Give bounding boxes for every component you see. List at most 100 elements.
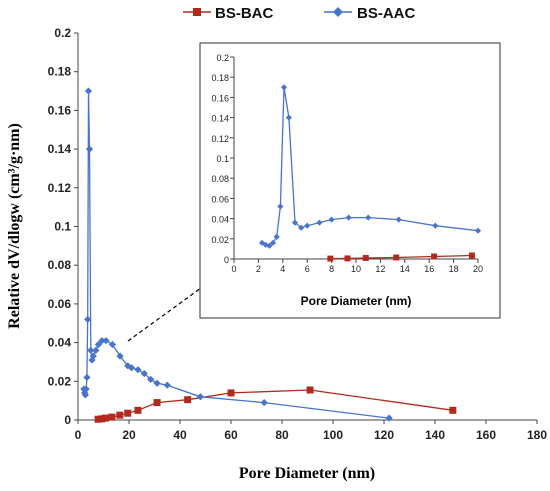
main-x-tick-label: 120 (374, 428, 394, 442)
inset-y-tick-label: 0.2 (216, 53, 229, 63)
main-point-bs-bac (116, 411, 124, 419)
main-point-bs-bac (306, 386, 314, 394)
inset-point-bs-aac (269, 239, 277, 246)
main-x-ticks: 0 20 40 60 80 100 120 140 160 180 (75, 420, 547, 442)
inset-point-bs-aac (285, 114, 292, 121)
inset-y-tick-label: 0.04 (211, 215, 229, 225)
main-point-bs-aac (85, 145, 94, 153)
inset-x-tick-label: 18 (449, 264, 459, 274)
inset-point-bs-aac (316, 219, 323, 226)
main-point-bs-bac (449, 406, 457, 414)
main-x-tick-label: 60 (224, 428, 238, 442)
inset-point-bs-bac (431, 253, 438, 260)
inset-plot: 0 2 4 6 8 10 12 14 16 18 20 0 0.02 0.04 0.06 0.08 0.1 0.… (199, 42, 501, 319)
inset-point-bs-aac (328, 216, 335, 223)
main-point-bs-aac (84, 315, 92, 323)
legend-label-bs-aac: BS-AAC (357, 5, 415, 22)
main-point-bs-aac (94, 340, 102, 349)
main-point-bs-aac (88, 356, 96, 364)
main-point-bs-aac (140, 369, 148, 378)
main-point-bs-aac (81, 391, 89, 399)
inset-point-bs-bac (468, 252, 475, 259)
inset-point-bs-aac (432, 222, 439, 229)
main-point-bs-aac (87, 346, 95, 354)
main-y-tick-label: 0.16 (48, 103, 72, 117)
main-series (80, 87, 457, 423)
main-point-bs-bac (98, 415, 106, 423)
main-y-tick-label: 0.2 (54, 26, 71, 40)
inset-y-tick-label: 0.02 (211, 235, 229, 245)
inset-y-tick-label: 0.18 (211, 73, 229, 83)
main-x-tick-label: 0 (75, 428, 82, 442)
main-point-bs-aac (163, 381, 171, 389)
inset-point-bs-aac (291, 219, 299, 226)
inset-point-bs-aac (474, 227, 482, 234)
inset-point-bs-aac (277, 203, 284, 210)
main-point-bs-bac (94, 415, 102, 423)
inset-point-bs-aac (273, 233, 280, 240)
inset-y-tick-label: 0.1 (216, 154, 229, 164)
main-point-bs-aac (134, 366, 142, 374)
main-y-tick-label: 0.1 (54, 220, 71, 234)
inset-frame (199, 42, 501, 319)
main-x-tick-label: 40 (173, 428, 187, 442)
main-y-tick-label: 0.18 (48, 65, 72, 79)
main-point-bs-aac (108, 340, 117, 349)
main-y-tick-label: 0.14 (48, 142, 72, 156)
inset-x-tick-label: 12 (375, 264, 385, 274)
inset-point-bs-bac (344, 255, 351, 262)
main-point-bs-aac (82, 385, 90, 393)
main-y-tick-label: 0.12 (48, 181, 72, 195)
inset-x-axis-title: Pore Diameter (nm) (301, 294, 412, 308)
main-point-bs-bac (108, 413, 116, 421)
inset-x-ticks: 0 2 4 6 8 10 12 14 16 18 20 (231, 259, 483, 274)
inset-x-tick-label: 8 (329, 264, 334, 274)
inset-x-tick-label: 6 (305, 264, 310, 274)
main-x-tick-label: 180 (527, 428, 547, 442)
main-y-tick-label: 0.08 (48, 258, 72, 272)
main-y-axis-title: Relative dV/dlogw (cm³/g·nm) (6, 123, 23, 329)
main-point-bs-aac (98, 337, 106, 345)
main-point-bs-aac (153, 379, 161, 387)
inset-point-bs-aac (365, 214, 372, 221)
inset-point-bs-aac (266, 242, 273, 249)
main-y-tick-label: 0.06 (48, 297, 72, 311)
legend-item-bs-bac: BS-BAC (183, 5, 273, 22)
main-point-bs-aac (260, 398, 268, 407)
main-point-bs-aac (147, 375, 155, 383)
main-y-tick-label: 0 (64, 413, 71, 427)
inset-point-bs-bac (327, 255, 334, 262)
main-point-bs-aac (92, 346, 100, 354)
main-point-bs-bac (124, 409, 132, 417)
main-x-tick-label: 140 (425, 428, 445, 442)
main-point-bs-bac (153, 399, 161, 407)
inset-x-tick-label: 0 (231, 264, 236, 274)
inset-y-tick-label: 0.12 (211, 134, 229, 144)
inset-y-tick-label: 0.14 (211, 114, 229, 124)
inset-x-tick-label: 4 (280, 264, 285, 274)
main-point-bs-bac (227, 389, 235, 397)
legend-marker-bs-bac (193, 8, 201, 16)
inset-y-tick-label: 0.06 (211, 194, 229, 204)
inset-point-bs-aac (345, 214, 352, 221)
main-y-tick-label: 0.02 (48, 374, 72, 388)
legend-item-bs-aac: BS-AAC (324, 5, 415, 22)
inset-series (259, 84, 482, 262)
legend: BS-BAC BS-AAC (183, 5, 415, 22)
inset-x-tick-label: 16 (424, 264, 434, 274)
main-x-axis-title: Pore Diameter (nm) (239, 465, 375, 482)
main-point-bs-aac (102, 337, 110, 345)
inset-point-bs-aac (280, 84, 288, 91)
main-x-tick-label: 100 (323, 428, 343, 442)
inset-point-bs-aac (298, 224, 305, 231)
main-x-tick-label: 160 (476, 428, 496, 442)
inset-y-ticks: 0 0.02 0.04 0.06 0.08 0.1 0.12 0.14 0.16 0.18 0.2 (211, 53, 234, 265)
main-x-tick-label: 80 (275, 428, 289, 442)
main-point-bs-aac (84, 87, 93, 95)
main-y-tick-label: 0.04 (48, 336, 72, 350)
legend-marker-bs-aac (333, 7, 343, 17)
inset-y-tick-label: 0.16 (211, 93, 229, 103)
inset-x-tick-label: 20 (473, 264, 483, 274)
main-point-bs-aac (116, 352, 124, 360)
inset-point-bs-bac (393, 254, 400, 261)
